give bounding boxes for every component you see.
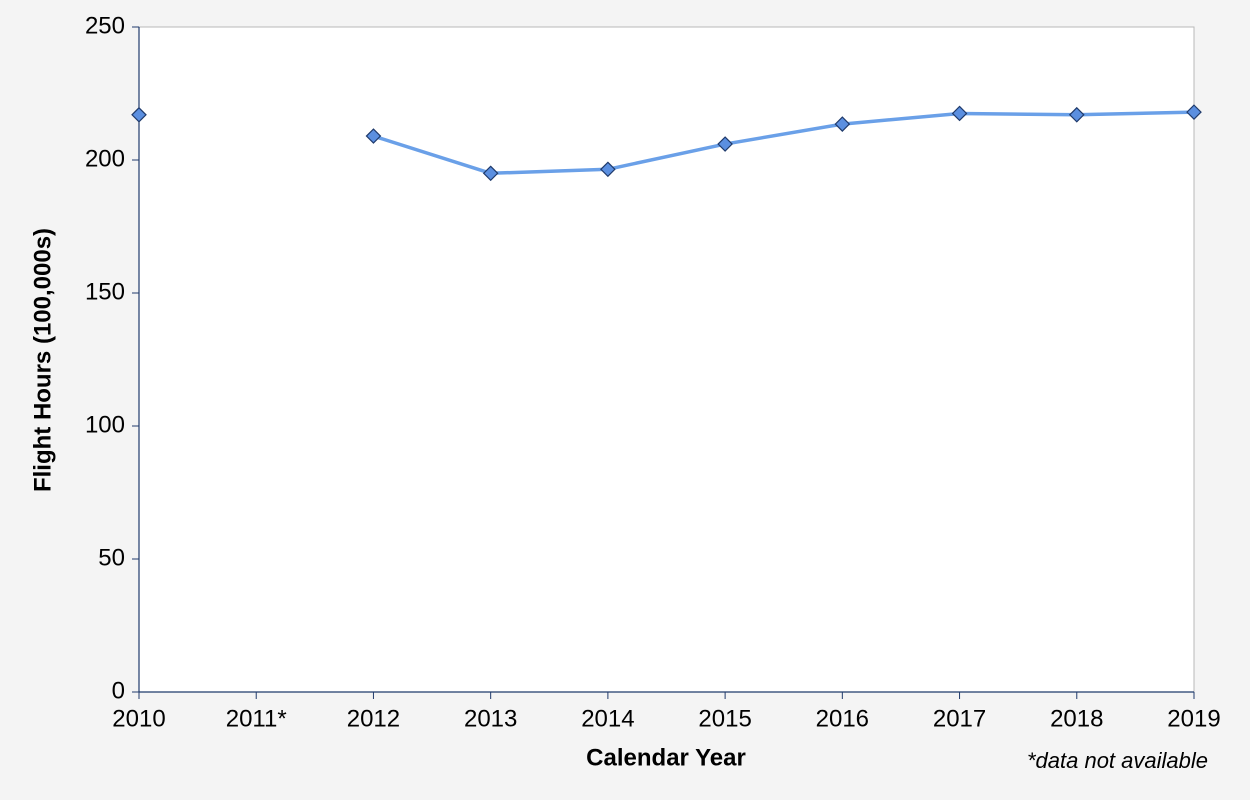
x-tick-label: 2019 [1167,705,1220,732]
y-tick-label: 150 [85,278,125,305]
data-point [717,136,733,152]
y-tick-label: 100 [85,411,125,438]
y-tick-label: 50 [98,544,125,571]
y-axis-title: Flight Hours (100,000s) [29,228,56,492]
x-tick-label: 2014 [581,705,634,732]
x-axis-title: Calendar Year [586,744,746,771]
x-tick-label: 2010 [112,705,165,732]
x-tick-label: 2015 [698,705,751,732]
plot-area [138,26,1195,693]
x-tick-label: 2011* [226,705,287,732]
data-point [951,105,968,122]
data-point [1068,106,1085,123]
data-point [131,106,147,123]
series-line [372,110,1195,176]
x-tick-label: 2017 [933,705,986,732]
data-point [834,116,851,132]
x-tick-label: 2013 [464,705,517,732]
x-tick-label: 2016 [816,705,869,732]
data-point [482,165,499,182]
annotation: *data not available [1027,748,1208,773]
y-tick-label: 250 [85,12,125,39]
y-tick-label: 200 [85,145,125,172]
data-point [1186,104,1202,120]
y-tick-label: 0 [112,677,125,704]
data-point [600,161,616,178]
data-point [365,128,382,144]
x-tick-label: 2018 [1050,705,1103,732]
x-tick-label: 2012 [347,705,400,732]
